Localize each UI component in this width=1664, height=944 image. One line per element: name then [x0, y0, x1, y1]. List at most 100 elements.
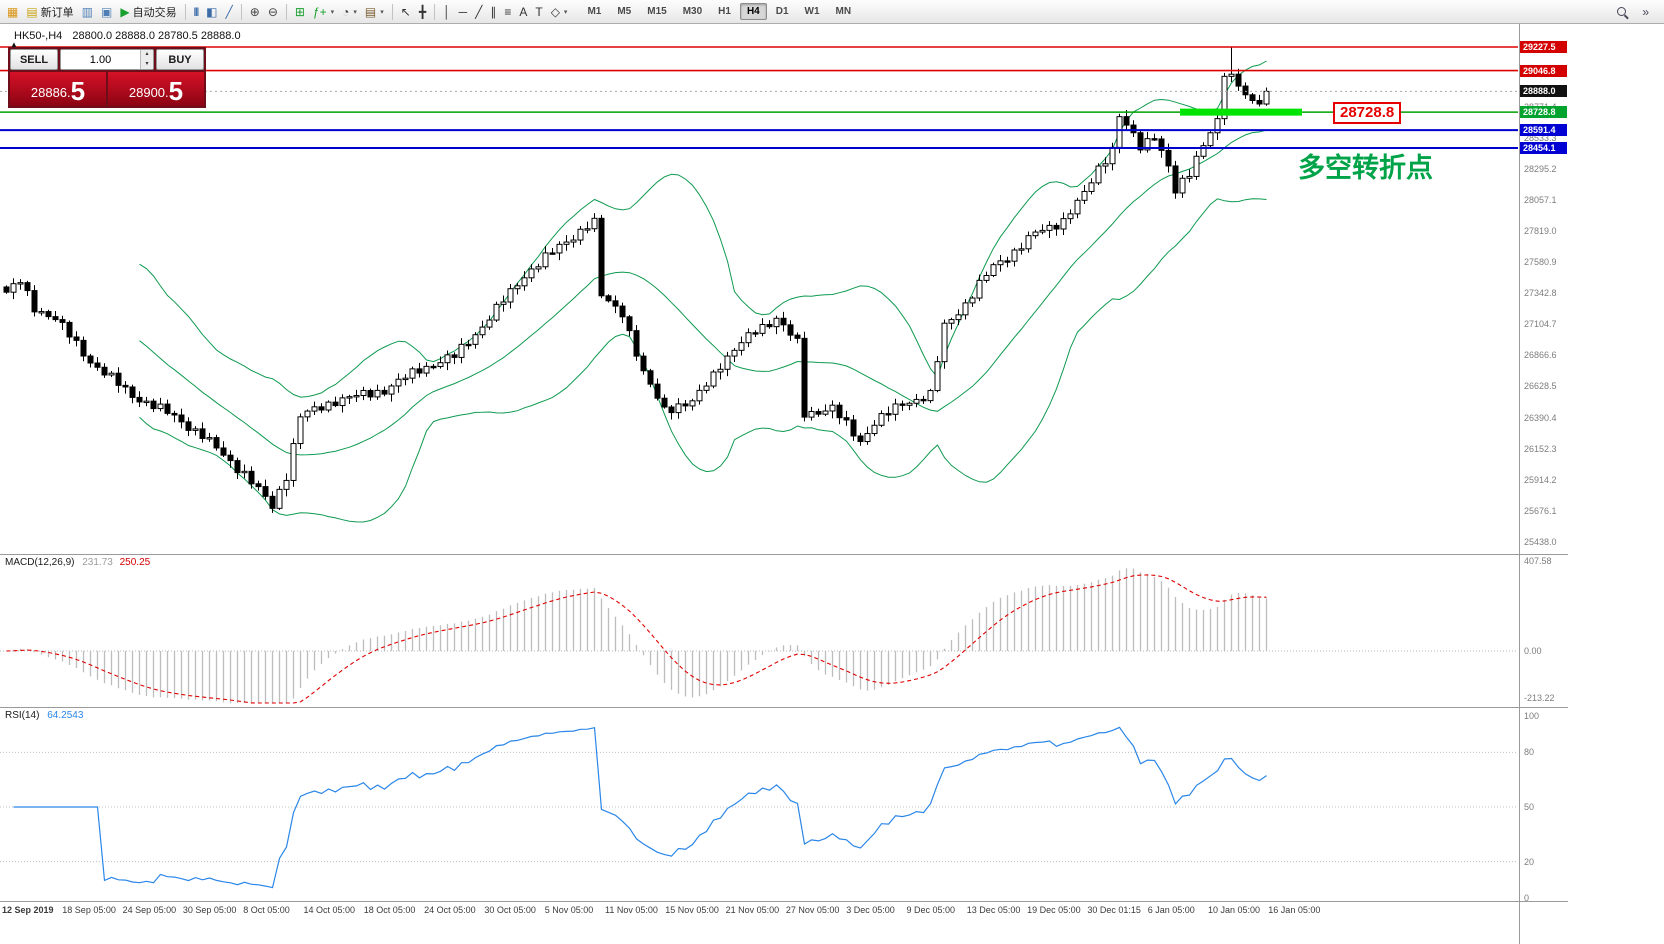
price-marker-label: 28888.0 — [1520, 85, 1567, 98]
dropdown-arrow-icon[interactable]: ▾ — [380, 8, 384, 16]
oneclick-collapse-button[interactable]: ▲ — [10, 40, 18, 49]
price-grid-label: 28533.3 — [1524, 132, 1557, 143]
time-axis-label: 19 Dec 05:00 — [1027, 905, 1081, 915]
shapes-button[interactable]: ◇ ▾ — [547, 2, 572, 22]
price-grid-label: 26628.5 — [1524, 381, 1557, 392]
timeframe-m15-button[interactable]: M15 — [647, 6, 667, 17]
vertical-line-button[interactable]: │ — [439, 2, 455, 22]
trendline-button[interactable]: ╱ — [471, 2, 486, 22]
time-axis-label: 12 Sep 2019 — [2, 905, 54, 915]
candlesticks — [3, 47, 1270, 513]
macd-histogram — [12, 568, 1268, 703]
rsi-name: RSI(14) — [5, 710, 40, 721]
tile-windows-button[interactable]: ⊞ — [291, 2, 309, 22]
lot-size-input[interactable] — [61, 50, 140, 69]
chart-title: HK50-,H4 28800.0 28888.0 28780.5 28888.0 — [14, 30, 241, 42]
chart-annotation[interactable]: 多空转折点 — [1298, 153, 1433, 183]
fibonacci-button[interactable]: ≡ — [500, 2, 515, 22]
time-axis-label: 9 Dec 05:00 — [906, 905, 956, 915]
price-level-lines — [0, 46, 1518, 150]
time-axis-label: 18 Oct 05:00 — [363, 905, 416, 915]
search-button[interactable] — [1613, 2, 1630, 22]
time-axis-label: 15 Nov 05:00 — [665, 905, 719, 915]
shapes-icon: ◇ — [550, 4, 560, 19]
bar-chart-button[interactable]: ||| — [190, 2, 203, 22]
line-chart-button[interactable]: ╱ — [222, 2, 237, 22]
label-button[interactable]: T — [531, 2, 546, 22]
panel-separators — [0, 24, 1568, 944]
macd-name: MACD(12,26,9) — [5, 557, 75, 568]
price-grid-label: 27104.7 — [1524, 319, 1557, 330]
indicators-icon: ƒ+ — [312, 4, 327, 19]
chart-profile-button[interactable]: ▥ — [78, 2, 97, 22]
time-axis-label: 30 Sep 05:00 — [182, 905, 237, 915]
timeframe-h4-button[interactable]: H4 — [739, 3, 767, 20]
time-axis-label: 10 Jan 05:00 — [1208, 905, 1261, 915]
timeframe-m5-button[interactable]: M5 — [617, 6, 632, 17]
timeframe-selector: M1 M5 M15 M30 H1 H4 D1 W1 MN — [579, 3, 859, 20]
toolbar-right-group: » — [1613, 2, 1661, 22]
app-icon-icon: ▦ — [7, 4, 19, 19]
cursor-button[interactable]: ↖ — [397, 2, 415, 22]
price-grid-label: 25914.2 — [1524, 474, 1557, 485]
toolbar-overflow-button[interactable]: » — [1642, 4, 1649, 19]
price-marker-label: 28728.8 — [1520, 106, 1567, 119]
ohlc-values: 28800.0 28888.0 28780.5 28888.0 — [72, 30, 241, 42]
zoom-in-button[interactable]: ⊕ — [246, 2, 264, 22]
toolbar-button-group: ▦ ▤ 新订单 ▥ ▣ ▶ 自动交易 ||| ◧ ╱ ⊕ ⊖ ⊞ ƒ+ ▾ ◔ ▾ ▤ ▾ ↖ ╋ │ ─ ╱ ∥ ≡ A T ◇ ▾ — [3, 2, 571, 22]
price-grid-label: 25676.1 — [1524, 505, 1557, 516]
text-button[interactable]: A — [515, 2, 531, 22]
horizontal-line-button[interactable]: ─ — [455, 2, 472, 22]
timeframe-m1-button[interactable]: M1 — [587, 6, 602, 17]
lot-increase-button[interactable]: ▴ — [141, 50, 153, 60]
rsi-axis-label: 80 — [1524, 747, 1535, 758]
timeframe-m30-button[interactable]: M30 — [682, 6, 703, 17]
lot-decrease-button[interactable]: ▾ — [141, 59, 153, 69]
buy-button[interactable]: BUY — [156, 49, 204, 70]
time-axis-label: 14 Oct 05:00 — [303, 905, 356, 915]
lot-spinner: ▴ ▾ — [140, 50, 153, 69]
time-axis-label: 16 Jan 05:00 — [1268, 905, 1321, 915]
channel-button[interactable]: ∥ — [486, 2, 500, 22]
sell-price[interactable]: 28886. 5 — [10, 72, 106, 106]
rsi-axis-label: 100 — [1524, 711, 1540, 721]
dropdown-arrow-icon[interactable]: ▾ — [563, 8, 568, 16]
autotrade-button[interactable]: ▶ 自动交易 — [116, 2, 180, 22]
trendline-icon: ╱ — [475, 4, 483, 19]
dropdown-arrow-icon[interactable]: ▾ — [353, 8, 357, 16]
templates-button[interactable]: ▤ ▾ — [361, 2, 388, 22]
dropdown-arrow-icon[interactable]: ▾ — [330, 8, 335, 16]
time-axis-label: 27 Nov 05:00 — [785, 905, 840, 915]
sell-button[interactable]: SELL — [10, 49, 58, 70]
rsi-axis-label: 0 — [1524, 893, 1530, 903]
app-icon[interactable]: ▦ — [3, 2, 22, 22]
periods-button[interactable]: ◔ ▾ — [338, 2, 361, 22]
candlestick-button[interactable]: ◧ — [202, 2, 221, 22]
time-axis-label: 24 Sep 05:00 — [122, 905, 177, 915]
zoom-out-icon: ⊖ — [267, 4, 278, 19]
macd-axis-label: 407.58 — [1524, 556, 1552, 566]
timeframe-mn-button[interactable]: MN — [835, 6, 852, 17]
crosshair-button[interactable]: ╋ — [415, 2, 430, 22]
price-callout[interactable]: 28728.8 — [1333, 102, 1402, 124]
buy-price-value: 28900. — [128, 85, 169, 100]
channel-icon: ∥ — [490, 4, 497, 19]
indicators-button[interactable]: ƒ+ ▾ — [309, 2, 338, 22]
time-axis-label: 24 Oct 05:00 — [424, 905, 476, 915]
price-grid-label: 27819.0 — [1524, 225, 1557, 236]
timeframe-w1-button[interactable]: W1 — [804, 6, 820, 17]
data-window-button[interactable]: ▣ — [97, 2, 116, 22]
vertical-line-icon: │ — [443, 4, 451, 19]
timeframe-d1-button[interactable]: D1 — [775, 6, 789, 17]
macd-signal-value: 250.25 — [119, 557, 151, 568]
new-order-button[interactable]: ▤ 新订单 — [22, 2, 77, 22]
time-axis-label: 13 Dec 05:00 — [966, 905, 1021, 915]
lot-size-field: ▴ ▾ — [60, 49, 154, 70]
buy-price[interactable]: 28900. 5 — [108, 72, 204, 106]
timeframe-h1-button[interactable]: H1 — [718, 6, 731, 17]
zoom-out-button[interactable]: ⊖ — [264, 2, 282, 22]
time-axis-label: 3 Dec 05:00 — [846, 905, 895, 915]
toolbar-separator — [285, 3, 287, 20]
support-highlight-segment[interactable] — [1180, 108, 1302, 116]
